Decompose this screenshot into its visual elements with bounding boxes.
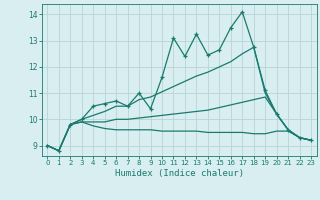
X-axis label: Humidex (Indice chaleur): Humidex (Indice chaleur) bbox=[115, 169, 244, 178]
